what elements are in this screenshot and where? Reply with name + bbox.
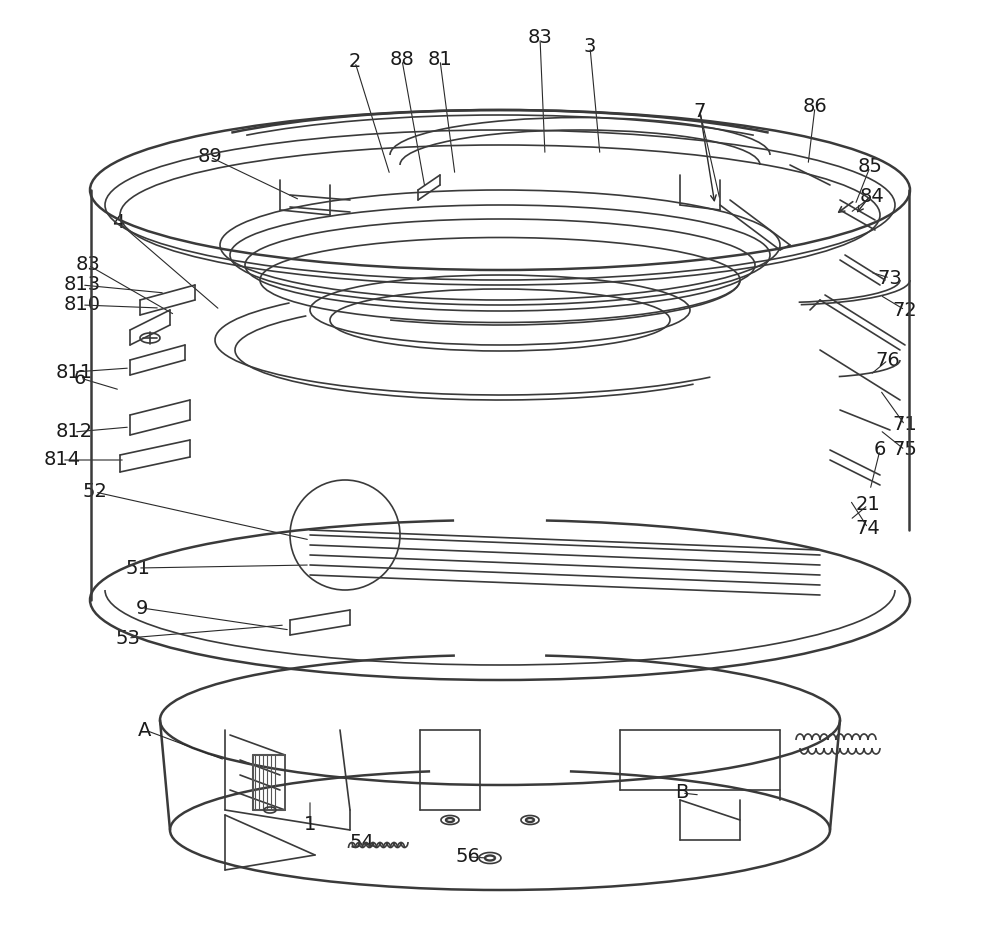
Text: 85: 85 bbox=[858, 157, 882, 177]
Text: 83: 83 bbox=[76, 256, 100, 274]
Text: 53: 53 bbox=[116, 629, 140, 647]
Text: 2: 2 bbox=[349, 52, 361, 72]
Text: 89: 89 bbox=[198, 148, 222, 166]
Text: 812: 812 bbox=[55, 422, 93, 442]
Text: 81: 81 bbox=[428, 50, 452, 70]
Text: 9: 9 bbox=[136, 599, 148, 618]
Text: 813: 813 bbox=[63, 275, 101, 295]
Text: 73: 73 bbox=[878, 269, 902, 287]
Text: 84: 84 bbox=[860, 187, 884, 206]
Text: 811: 811 bbox=[55, 363, 93, 381]
Text: 54: 54 bbox=[350, 833, 374, 853]
Text: 88: 88 bbox=[390, 50, 414, 70]
Text: B: B bbox=[675, 783, 689, 803]
Text: 56: 56 bbox=[456, 847, 480, 867]
Text: 76: 76 bbox=[876, 351, 900, 369]
Text: 3: 3 bbox=[584, 37, 596, 57]
Text: 51: 51 bbox=[126, 559, 150, 578]
Text: 52: 52 bbox=[83, 483, 107, 501]
Text: 1: 1 bbox=[304, 816, 316, 834]
Text: 810: 810 bbox=[64, 296, 100, 314]
Text: 75: 75 bbox=[893, 441, 917, 459]
Text: 21: 21 bbox=[856, 496, 880, 514]
Text: 71: 71 bbox=[893, 416, 917, 434]
Text: 86: 86 bbox=[803, 98, 827, 116]
Text: 6: 6 bbox=[74, 368, 86, 388]
Text: 83: 83 bbox=[528, 29, 552, 47]
Text: 6: 6 bbox=[874, 441, 886, 459]
Text: A: A bbox=[138, 721, 152, 739]
Text: 4: 4 bbox=[112, 212, 124, 232]
Text: 814: 814 bbox=[43, 450, 81, 470]
Text: 7: 7 bbox=[694, 102, 706, 122]
Text: 74: 74 bbox=[856, 519, 880, 538]
Text: 72: 72 bbox=[893, 300, 917, 320]
